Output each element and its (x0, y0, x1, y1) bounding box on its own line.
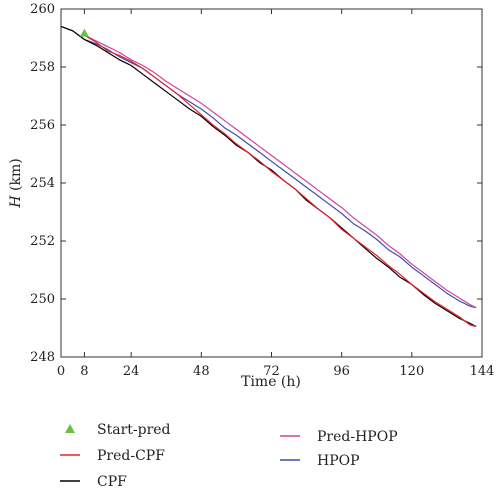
legend-swatch (65, 424, 75, 433)
x-tick-label: 144 (470, 364, 495, 379)
y-axis-title: H (km) (8, 158, 24, 208)
legend: Start-pred Pred-CPF CPF Pred-HPOP HPOP (60, 422, 398, 490)
legend-label: Pred-HPOP (317, 429, 398, 445)
x-tick-label: 0 (57, 364, 65, 379)
x-tick-label: 8 (80, 364, 88, 379)
plot-frame (60, 8, 483, 358)
legend-label: CPF (97, 474, 127, 490)
x-tick-label: 48 (193, 364, 210, 379)
x-tick-label: 24 (123, 364, 140, 379)
y-tick-label: 248 (30, 350, 55, 365)
series-line-pred-cpf (84, 34, 477, 328)
y-tick-label: 250 (30, 292, 55, 307)
y-tick-label: 254 (30, 176, 55, 191)
x-tick-label: 72 (263, 364, 280, 379)
series-line-cpf (60, 25, 477, 328)
start-pred-marker (79, 28, 89, 37)
markers (79, 28, 89, 37)
legend-label: Start-pred (97, 422, 171, 438)
y-tick-label: 256 (30, 118, 55, 133)
series-line-hpop (60, 25, 477, 309)
legend-item-start-pred: Start-pred (65, 422, 171, 438)
x-axis-title: Time (h) (241, 374, 301, 390)
y-tick-label: 258 (30, 60, 55, 75)
series-line-pred-hpop (84, 34, 477, 309)
y-tick-label: 260 (30, 2, 55, 17)
legend-item-pred-hpop: Pred-HPOP (280, 429, 398, 445)
x-tick-label: 96 (333, 364, 350, 379)
axis-ticks: 0 8 24 48 72 96 120 144 248 250 252 254 256 258 260 (30, 2, 494, 379)
legend-item-cpf: CPF (60, 474, 127, 490)
y-tick-label: 252 (30, 234, 55, 249)
legend-label: Pred-CPF (97, 448, 165, 464)
legend-item-hpop: HPOP (280, 453, 360, 469)
series-lines (60, 25, 477, 328)
x-tick-label: 120 (399, 364, 424, 379)
legend-item-pred-cpf: Pred-CPF (60, 448, 165, 464)
legend-label: HPOP (317, 453, 360, 469)
